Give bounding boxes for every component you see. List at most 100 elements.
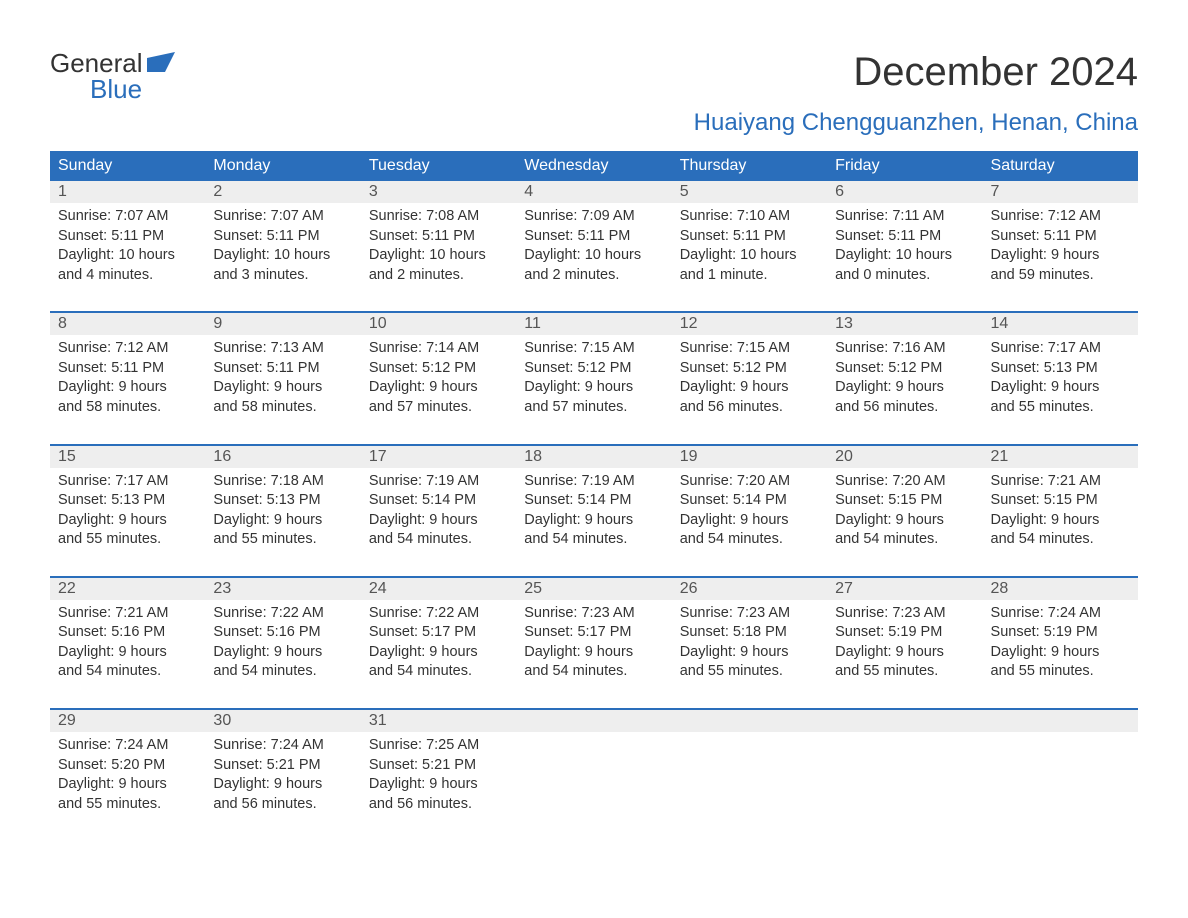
day-number: 14 [983,313,1138,335]
day-number: 23 [205,578,360,600]
sunset-text: Sunset: 5:11 PM [680,227,819,247]
day-number: 1 [50,181,205,203]
day-number: 29 [50,710,205,732]
sunrise-text: Sunrise: 7:12 AM [991,207,1130,227]
d1-text: Daylight: 9 hours [835,643,974,663]
day-number: 24 [361,578,516,600]
day-cell: Sunrise: 7:07 AMSunset: 5:11 PMDaylight:… [205,203,360,291]
d2-text: and 2 minutes. [369,266,508,286]
logo: General Blue [50,50,175,102]
sunset-text: Sunset: 5:11 PM [213,227,352,247]
d1-text: Daylight: 9 hours [680,378,819,398]
day-header: Tuesday [361,151,516,181]
day-number: 20 [827,446,982,468]
day-cell: Sunrise: 7:11 AMSunset: 5:11 PMDaylight:… [827,203,982,291]
sunset-text: Sunset: 5:11 PM [58,359,197,379]
d1-text: Daylight: 9 hours [213,775,352,795]
day-number: 2 [205,181,360,203]
sunrise-text: Sunrise: 7:23 AM [835,604,974,624]
content-row: Sunrise: 7:12 AMSunset: 5:11 PM Daylight:… [50,335,1138,423]
sunset-text: Sunset: 5:13 PM [991,359,1130,379]
sunset-text: Sunset: 5:15 PM [835,491,974,511]
d1-text: Daylight: 9 hours [680,511,819,531]
d1-text: Daylight: 9 hours [213,378,352,398]
d1-text: Daylight: 9 hours [524,643,663,663]
sunrise-text: Sunrise: 7:16 AM [835,339,974,359]
daynum-row: 22232425262728 [50,578,1138,600]
d1-text: Daylight: 9 hours [369,643,508,663]
sunset-text: Sunset: 5:18 PM [680,623,819,643]
day-cell: Sunrise: 7:12 AMSunset: 5:11 PMDaylight:… [50,335,205,423]
day-number: 25 [516,578,671,600]
day-number: 21 [983,446,1138,468]
sunrise-text: Sunrise: 7:12 AM [58,339,197,359]
d1-text: Daylight: 9 hours [991,643,1130,663]
sunrise-text: Sunrise: 7:15 AM [524,339,663,359]
day-cell: Sunrise: 7:20 AMSunset: 5:14 PMDaylight:… [672,468,827,556]
day-cell: Sunrise: 7:24 AMSunset: 5:19 PMDaylight:… [983,600,1138,688]
d2-text: and 1 minute. [680,266,819,286]
day-number: 9 [205,313,360,335]
day-number: 7 [983,181,1138,203]
d1-text: Daylight: 9 hours [991,378,1130,398]
title-block: December 2024 Huaiyang Chengguanzhen, He… [694,50,1138,137]
d1-text: Daylight: 10 hours [835,246,974,266]
day-cell: Sunrise: 7:24 AMSunset: 5:20 PMDaylight:… [50,732,205,820]
d2-text: and 56 minutes. [369,795,508,815]
d1-text: Daylight: 9 hours [524,378,663,398]
d2-text: and 56 minutes. [835,398,974,418]
sunrise-text: Sunrise: 7:24 AM [213,736,352,756]
daynum-row: 293031 [50,710,1138,732]
week-row: 891011121314Sunrise: 7:12 AMSunset: 5:11… [50,311,1138,423]
sunrise-text: Sunrise: 7:17 AM [58,472,197,492]
d1-text: Daylight: 10 hours [680,246,819,266]
d1-text: Daylight: 9 hours [369,511,508,531]
d2-text: and 55 minutes. [58,795,197,815]
d1-text: Daylight: 9 hours [524,511,663,531]
sunrise-text: Sunrise: 7:23 AM [524,604,663,624]
sunrise-text: Sunrise: 7:21 AM [58,604,197,624]
day-number: 27 [827,578,982,600]
day-number [672,710,827,732]
d2-text: and 54 minutes. [369,530,508,550]
day-number: 3 [361,181,516,203]
day-cell: Sunrise: 7:07 AMSunset: 5:11 PMDaylight:… [50,203,205,291]
sunset-text: Sunset: 5:11 PM [835,227,974,247]
day-cell: Sunrise: 7:15 AMSunset: 5:12 PMDaylight:… [516,335,671,423]
location: Huaiyang Chengguanzhen, Henan, China [694,109,1138,137]
sunset-text: Sunset: 5:12 PM [835,359,974,379]
d1-text: Daylight: 9 hours [369,775,508,795]
day-header: Saturday [983,151,1138,181]
day-number [516,710,671,732]
day-cell: Sunrise: 7:23 AMSunset: 5:19 PMDaylight:… [827,600,982,688]
d2-text: and 55 minutes. [991,398,1130,418]
day-cell [516,732,671,820]
daynum-row: 1234567 [50,181,1138,203]
d2-text: and 54 minutes. [835,530,974,550]
sunrise-text: Sunrise: 7:14 AM [369,339,508,359]
d2-text: and 56 minutes. [680,398,819,418]
d2-text: and 57 minutes. [524,398,663,418]
d2-text: and 55 minutes. [213,530,352,550]
day-number: 26 [672,578,827,600]
day-number: 18 [516,446,671,468]
d1-text: Daylight: 10 hours [213,246,352,266]
daynum-row: 15161718192021 [50,446,1138,468]
day-cell: Sunrise: 7:19 AMSunset: 5:14 PMDaylight:… [361,468,516,556]
d1-text: Daylight: 9 hours [213,511,352,531]
sunrise-text: Sunrise: 7:17 AM [991,339,1130,359]
day-cell: Sunrise: 7:08 AMSunset: 5:11 PMDaylight:… [361,203,516,291]
day-number: 6 [827,181,982,203]
d2-text: and 3 minutes. [213,266,352,286]
flag-icon [147,50,175,76]
sunrise-text: Sunrise: 7:11 AM [835,207,974,227]
day-number [827,710,982,732]
sunset-text: Sunset: 5:11 PM [991,227,1130,247]
sunrise-text: Sunrise: 7:08 AM [369,207,508,227]
day-number: 16 [205,446,360,468]
sunset-text: Sunset: 5:14 PM [369,491,508,511]
sunrise-text: Sunrise: 7:13 AM [213,339,352,359]
d2-text: and 54 minutes. [524,530,663,550]
day-cell: Sunrise: 7:13 AMSunset: 5:11 PMDaylight:… [205,335,360,423]
day-cell: Sunrise: 7:17 AMSunset: 5:13 PMDaylight:… [50,468,205,556]
